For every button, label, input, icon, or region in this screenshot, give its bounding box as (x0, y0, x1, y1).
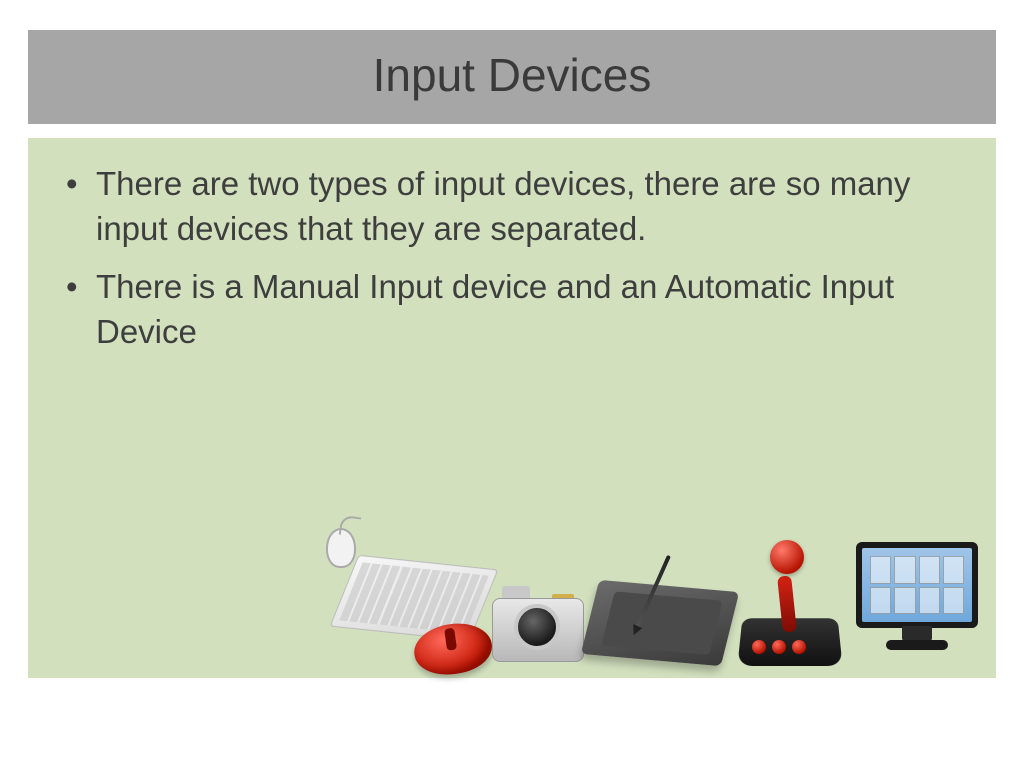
joystick-buttons-icon (752, 640, 806, 654)
camera-image (492, 578, 584, 668)
slide: Input Devices There are two types of inp… (0, 0, 1024, 768)
touchscreen-monitor-image (852, 538, 982, 668)
joystick-image (736, 538, 846, 668)
camera-lens-icon (514, 604, 560, 650)
bullet-item: There is a Manual Input device and an Au… (62, 265, 966, 354)
bullet-item: There are two types of input devices, th… (62, 162, 966, 251)
title-bar: Input Devices (28, 30, 996, 124)
content-box: There are two types of input devices, th… (28, 138, 996, 678)
slide-title: Input Devices (28, 48, 996, 102)
joystick-ball-icon (770, 540, 804, 574)
tablet-surface-icon (581, 580, 739, 666)
bullet-list: There are two types of input devices, th… (62, 162, 966, 354)
keyboard-mouse-image (326, 518, 486, 668)
graphics-tablet-image (590, 558, 730, 668)
monitor-screen-icon (862, 548, 972, 622)
device-images-row (326, 518, 982, 668)
monitor-foot-icon (886, 640, 948, 650)
monitor-frame-icon (856, 542, 978, 628)
wired-mouse-icon (326, 528, 356, 568)
